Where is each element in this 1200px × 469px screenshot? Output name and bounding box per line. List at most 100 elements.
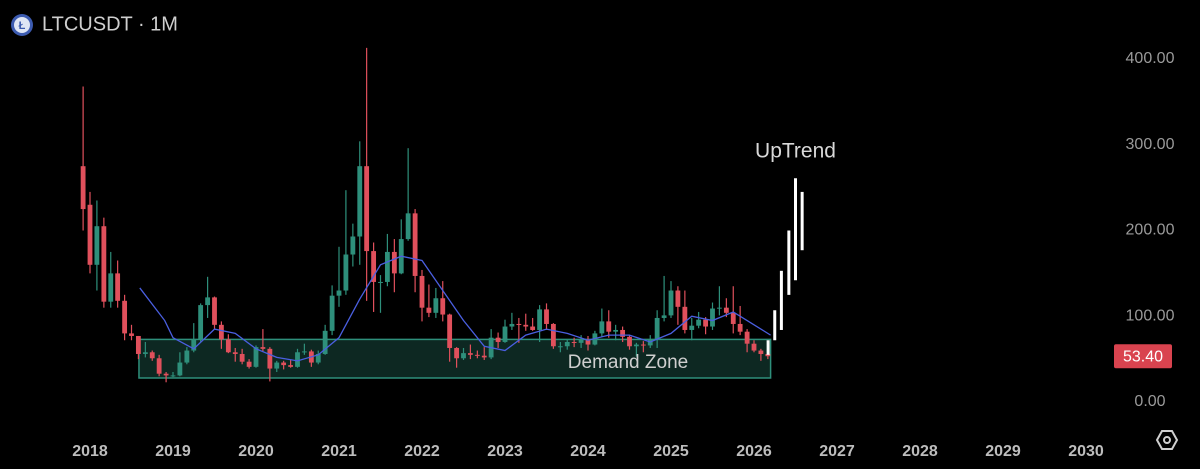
candle-body: [716, 307, 722, 309]
candle-body: [101, 226, 107, 302]
x-tick-label: 2023: [487, 443, 523, 460]
candle-body: [184, 350, 190, 363]
candle-body: [357, 166, 363, 237]
symbol-icon: Ł: [11, 14, 33, 36]
zone-label: Demand Zone: [568, 352, 688, 373]
candle-body: [627, 336, 632, 347]
candle-body: [142, 352, 148, 354]
candle-body: [557, 346, 563, 348]
candle-body: [343, 254, 349, 291]
candle-body: [696, 319, 702, 326]
x-tick-label: 2022: [404, 443, 440, 460]
candle-body: [329, 295, 335, 331]
candle-body: [502, 326, 508, 342]
x-tick-label: 2024: [570, 443, 606, 460]
candle-body: [758, 350, 764, 354]
candle-body: [336, 290, 342, 296]
candle-body: [737, 323, 743, 332]
candle-body: [474, 354, 480, 356]
candle-body: [523, 324, 529, 327]
candle-body: [170, 375, 176, 377]
candle-body: [295, 352, 300, 367]
x-tick-label: 2026: [736, 443, 772, 460]
candle-body: [710, 308, 715, 327]
x-tick-label: 2018: [72, 443, 108, 460]
candle-body: [281, 362, 287, 366]
candle-body: [730, 312, 736, 324]
candle-body: [115, 273, 121, 301]
candle-body: [350, 236, 356, 255]
x-tick-label: 2027: [819, 443, 855, 460]
y-tick-label: 300.00: [1126, 136, 1175, 153]
candle-body: [225, 339, 231, 353]
candle-body: [723, 307, 729, 313]
candle-body: [661, 315, 667, 318]
candle-body: [599, 321, 605, 334]
y-tick-label: 100.00: [1126, 307, 1175, 324]
candle-body: [129, 333, 134, 336]
candle-body: [516, 323, 522, 325]
candle-body: [744, 331, 750, 344]
candle-body: [301, 351, 307, 353]
candle-body: [267, 348, 273, 369]
candle-body: [378, 281, 383, 283]
candle-body: [94, 226, 100, 265]
candle-body: [530, 326, 536, 330]
x-tick-label: 2025: [653, 443, 689, 460]
candle-body: [564, 341, 570, 347]
candle-body: [391, 251, 397, 274]
x-tick-label: 2021: [321, 443, 357, 460]
candle-body: [703, 319, 709, 327]
candle-body: [668, 290, 674, 316]
candle-body: [585, 339, 591, 345]
candle-body: [371, 251, 377, 282]
candle-body: [87, 204, 93, 265]
candle-body: [108, 273, 114, 302]
candle-body: [405, 213, 411, 240]
y-tick-label: 400.00: [1126, 50, 1175, 67]
candle-body: [654, 317, 660, 340]
candle-body: [177, 362, 183, 376]
candle-body: [550, 323, 556, 347]
chart-title: LTCUSDT · 1M: [42, 13, 178, 35]
candle-body: [274, 362, 280, 369]
x-tick-label: 2029: [985, 443, 1021, 460]
candle-body: [606, 321, 612, 332]
candle-body: [461, 353, 466, 359]
candle-body: [80, 166, 86, 210]
candle-body: [633, 344, 639, 347]
moving-average: [139, 255, 771, 362]
candle-body: [481, 355, 487, 358]
x-tick-label: 2030: [1068, 443, 1104, 460]
candle-body: [447, 314, 453, 348]
x-tick-label: 2019: [155, 443, 191, 460]
candle-body: [613, 329, 619, 332]
candle-body: [433, 298, 439, 313]
x-tick-label: 2028: [902, 443, 938, 460]
candle-body: [765, 353, 771, 357]
candle-body: [384, 251, 390, 282]
candle-body: [440, 298, 446, 315]
candle-body: [156, 358, 162, 374]
x-tick-label: 2020: [238, 443, 274, 460]
uptrend-label: UpTrend: [755, 140, 836, 163]
candle-body: [467, 353, 473, 355]
candle-body: [122, 300, 128, 334]
candle-body: [578, 339, 584, 343]
candle-body: [412, 213, 418, 276]
candle-body: [315, 353, 321, 363]
settings-icon[interactable]: [1155, 430, 1179, 450]
candle-body: [689, 325, 695, 330]
candle-body: [191, 339, 197, 351]
candle-body: [322, 330, 328, 354]
candle-body: [620, 329, 626, 337]
candle-body: [682, 306, 688, 330]
last-price-box: [1114, 344, 1172, 369]
candle-body: [571, 341, 577, 343]
svg-text:Ł: Ł: [19, 20, 26, 32]
candle-body: [426, 307, 432, 313]
candle-body: [212, 297, 217, 325]
candle-body: [205, 297, 211, 306]
